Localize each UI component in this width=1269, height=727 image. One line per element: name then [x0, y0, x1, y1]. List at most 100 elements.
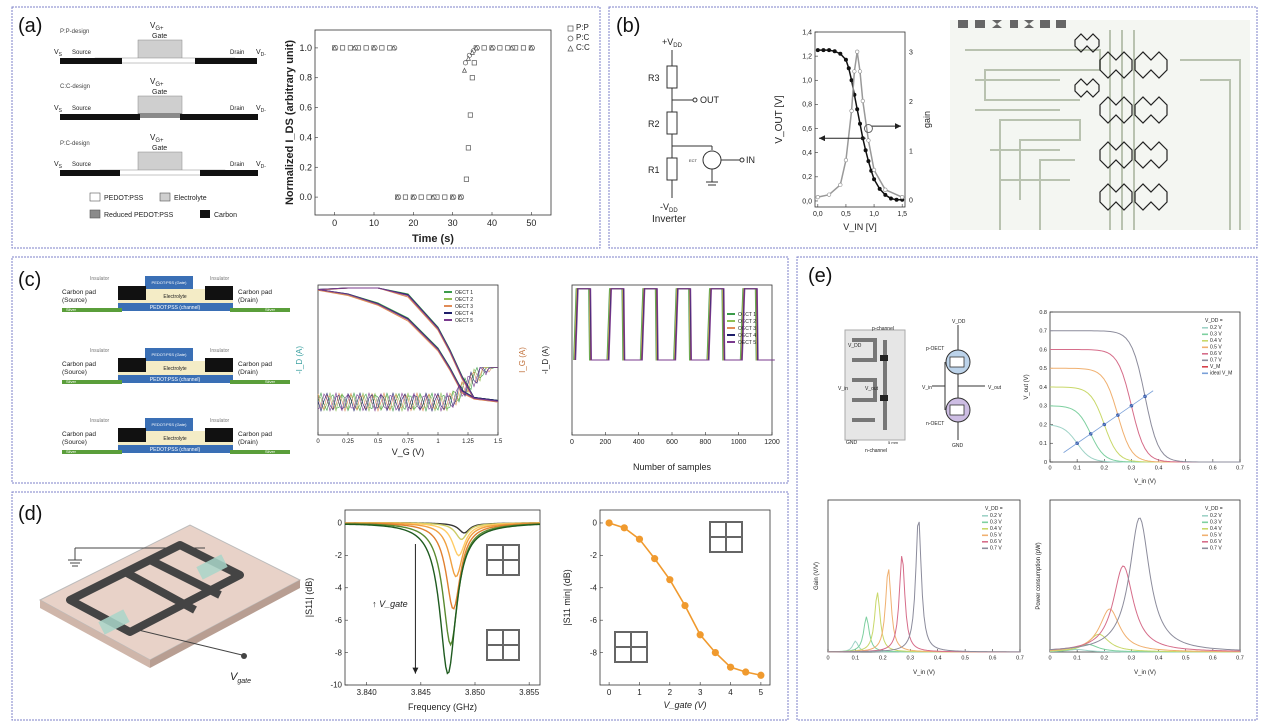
legend-entry: 0.2 V	[1210, 325, 1222, 331]
x-tick-label: 0.3	[1128, 466, 1136, 472]
x-axis-label: Number of samples	[633, 462, 712, 472]
legend-entry: OECT 4	[738, 333, 756, 339]
s11min-point	[681, 602, 689, 610]
vgate-label: Vgate	[230, 671, 251, 685]
legend-swatch	[1202, 333, 1208, 336]
data-point-cc	[371, 45, 377, 51]
y-tick-label: 0,2	[802, 174, 812, 181]
y-tick-label: 0.7	[1039, 329, 1047, 335]
x-tick-label: 800	[699, 439, 711, 446]
gain-curve-2	[827, 616, 1021, 653]
data-point-pp	[347, 45, 353, 51]
y-tick-label: 0	[1044, 460, 1047, 466]
gate-label: Gate	[152, 89, 167, 96]
gate-label: PEDOT:PSS (Gate)	[152, 352, 188, 357]
y-tick-label: 0.8	[1039, 310, 1047, 316]
insulator-label: Insulator	[210, 418, 230, 424]
y-tick-label: 0.0	[299, 192, 312, 202]
chart-e-vtc: 0 0.1 0.2 0.3 0.4 0.5 0.6 0.7 0 0.1 0.2 0.3 0.4 0.5 0.…	[1024, 310, 1244, 485]
legend-swatch	[1202, 359, 1208, 362]
source-label: Source	[72, 106, 92, 112]
panel-c-label: (c)	[18, 269, 41, 291]
legend-entry: 0.5 V	[1210, 533, 1222, 539]
legend-entry: OECT 2	[455, 297, 473, 303]
y2-tick-label: 1	[909, 148, 913, 155]
y-tick-label: 0.2	[299, 162, 312, 172]
scale-label: 5 mm	[888, 440, 899, 445]
panel-b-labels: +VDD R3 R2 R1 OUT IN ECT -VDD Inverter	[648, 37, 755, 225]
x-axis-label: V_IN [V]	[843, 222, 877, 232]
s11min-point	[742, 668, 750, 676]
data-point-cc	[528, 45, 534, 51]
source-label: Source	[72, 162, 92, 168]
vs-label: VS	[54, 49, 63, 58]
legend-entry: 0.3 V	[1210, 520, 1222, 526]
channel-label: PEDOT:PSS (channel)	[150, 305, 201, 311]
legend-swatch	[444, 319, 452, 321]
insulator-label: Insulator	[90, 276, 110, 282]
gate-voltage: VG+	[150, 77, 164, 88]
legend-swatch	[727, 327, 735, 329]
s11min-point	[757, 671, 765, 679]
x-tick-label: 0.4	[1155, 466, 1163, 472]
y-tick-label: -4	[335, 583, 343, 592]
data-point-pp	[339, 45, 346, 51]
data-point-pc	[462, 60, 469, 66]
legend-entry: 0.4 V	[990, 526, 1002, 532]
channel-label: PEDOT:PSS (channel)	[150, 447, 201, 453]
legend-swatch	[982, 541, 988, 543]
legend-entry: OECT 3	[738, 326, 756, 332]
silver-left	[62, 380, 122, 384]
vs-label: VS	[54, 105, 63, 114]
drain-pad-label: Carbon pad	[238, 361, 272, 368]
legend-swatch	[1202, 528, 1208, 530]
x-tick-label: 0.4	[1155, 656, 1163, 662]
legend-reduced: Reduced PEDOT:PSS	[104, 212, 174, 219]
data-point-cc	[457, 194, 464, 200]
y-tick-label: 0.5	[1039, 366, 1047, 372]
legend-marker	[567, 25, 574, 32]
gate-label: PEDOT:PSS (Gate)	[152, 280, 188, 285]
inverter-title: Inverter	[652, 214, 687, 225]
silver-label: Silver	[265, 449, 276, 454]
legend-entry: 0.4 V	[1210, 338, 1222, 344]
gain-point	[857, 69, 863, 74]
silver-label: Silver	[66, 379, 77, 384]
panel-d-frame	[11, 491, 789, 721]
data-point-pp	[505, 45, 511, 51]
design-pc: P:C-design VG+ Gate VS Source Drain VD-	[54, 133, 266, 176]
panel-c-stacks: PEDOT:PSS (channel) Electrolyte PEDOT:PSS …	[62, 276, 290, 454]
gain-point	[883, 187, 888, 192]
y-tick-label: 0	[338, 519, 343, 528]
y2-axis-label: I_G (A)	[518, 347, 527, 373]
reduced-pedot	[138, 113, 182, 118]
x-tick-label: 200	[599, 439, 611, 446]
x-tick-label: 10	[369, 218, 379, 228]
s11min-point	[605, 519, 613, 527]
x-tick-label: 0.7	[1236, 466, 1244, 472]
printed-circuit-image	[950, 20, 1250, 230]
plot-frame	[314, 29, 552, 216]
legend-entry: OECT 3	[455, 304, 473, 310]
legend-entry: 0.6 V	[1210, 351, 1222, 357]
data-point-pp	[469, 75, 475, 81]
vout-point	[883, 192, 888, 197]
data-point-cc	[391, 45, 397, 51]
x-tick-label: 5	[759, 688, 764, 697]
s11min-point	[726, 663, 735, 671]
chart-a-switching: 0 10 20 30 40 50 0.0 0.2 0.4 0.6 0.8 1.0 Time (s) Nor…	[284, 23, 590, 245]
source-pad-label: Carbon pad	[62, 289, 96, 296]
legend-title: V_DD =	[1205, 506, 1223, 512]
y-axis-label: |S11 min| (dB)	[562, 569, 572, 626]
y-tick-label: -6	[335, 616, 343, 625]
chart-d-s11min: 0 1 2 3 4 5 0 -2 -4 -6 -8 V_gate (V) |S11 min| (dB)	[562, 509, 771, 710]
legend-swatch	[982, 521, 988, 524]
gain-point	[826, 192, 832, 197]
data-point-cc	[430, 194, 436, 200]
insulator-label: Insulator	[210, 276, 230, 282]
data-point-cc	[461, 67, 468, 73]
data-point-pp	[465, 145, 471, 151]
vout-point	[858, 121, 862, 126]
